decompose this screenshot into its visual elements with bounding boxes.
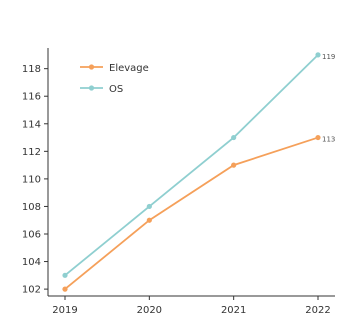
y-tick-label: 106 — [22, 230, 41, 241]
legend: Elevage OS — [80, 63, 149, 95]
x-tick-label: 2022 — [305, 305, 330, 316]
x-tick-label: 2021 — [221, 305, 246, 316]
series-line-os — [64, 54, 319, 277]
data-point-elevage — [315, 134, 321, 141]
data-point-elevage — [146, 217, 152, 223]
data-point-os — [62, 272, 68, 278]
series-layer: 113 119 — [62, 52, 335, 292]
data-point-os — [315, 52, 321, 58]
data-point-elevage — [62, 286, 68, 292]
data-point-os — [231, 134, 237, 141]
axes: 102 104 106 108 110 112 114 116 118 2019 2020 2021 2… — [22, 48, 335, 316]
y-tick-label: 110 — [22, 174, 41, 185]
legend-swatch-marker-os — [88, 85, 95, 91]
series-line-elevage — [64, 136, 319, 290]
x-tick-label: 2019 — [52, 305, 77, 316]
y-tick-label: 118 — [22, 64, 41, 75]
end-value-label-elevage: 113 — [322, 136, 335, 144]
legend-label-elevage: Elevage — [109, 63, 149, 74]
y-tick-label: 114 — [22, 119, 41, 130]
legend-label-os: OS — [109, 84, 123, 95]
y-tick-label: 102 — [22, 285, 41, 296]
x-tick-label: 2020 — [137, 305, 162, 316]
data-point-os — [146, 203, 152, 210]
data-point-elevage — [231, 162, 237, 168]
y-tick-label: 112 — [22, 147, 41, 158]
y-tick-label: 116 — [22, 92, 41, 103]
y-tick-label: 104 — [22, 257, 41, 268]
y-tick-label: 108 — [22, 202, 41, 213]
end-value-label-os: 119 — [322, 53, 335, 61]
legend-swatch-marker-elevage — [88, 64, 95, 70]
